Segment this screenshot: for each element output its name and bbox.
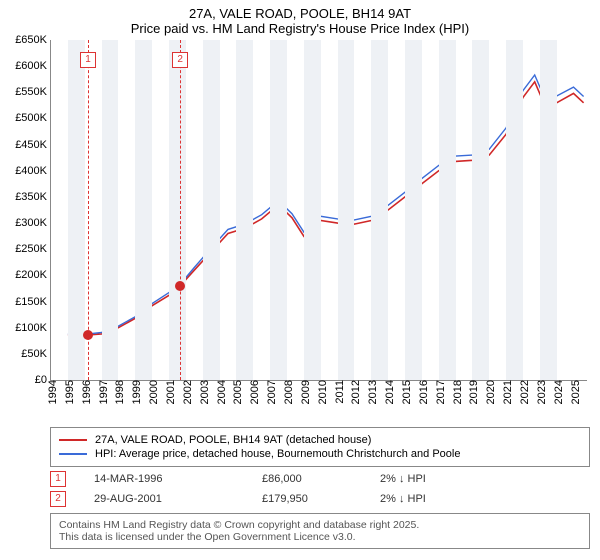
x-tick-label: 2024	[549, 380, 565, 404]
footer-line-2: This data is licensed under the Open Gov…	[59, 531, 581, 543]
event-row: 1 14-MAR-1996 £86,000 2% ↓ HPI	[50, 471, 590, 487]
chart-title: 27A, VALE ROAD, POOLE, BH14 9AT	[0, 0, 600, 21]
x-tick-label: 2025	[566, 380, 582, 404]
x-tick-label: 2023	[532, 380, 548, 404]
x-tick-label: 2007	[262, 380, 278, 404]
x-tick-label: 2020	[481, 380, 497, 404]
y-tick-label: £50K	[21, 348, 51, 360]
legend: 27A, VALE ROAD, POOLE, BH14 9AT (detache…	[50, 427, 590, 467]
x-band	[304, 40, 321, 380]
x-tick-label: 1996	[77, 380, 93, 404]
x-band	[540, 40, 557, 380]
legend-item: HPI: Average price, detached house, Bour…	[59, 447, 581, 461]
y-tick-label: £150K	[15, 296, 51, 308]
x-tick-label: 2003	[195, 380, 211, 404]
event-price: £179,950	[262, 493, 352, 505]
x-tick-label: 2000	[144, 380, 160, 404]
event-row: 2 29-AUG-2001 £179,950 2% ↓ HPI	[50, 491, 590, 507]
x-band	[135, 40, 152, 380]
event-delta: 2% ↓ HPI	[380, 473, 426, 485]
plot-area: £0£50K£100K£150K£200K£250K£300K£350K£400…	[50, 40, 587, 381]
x-tick-label: 1995	[60, 380, 76, 404]
event-list: 1 14-MAR-1996 £86,000 2% ↓ HPI 2 29-AUG-2001 £…	[0, 471, 600, 507]
event-marker-box: 2	[172, 52, 188, 68]
event-dot	[83, 330, 93, 340]
event-date: 29-AUG-2001	[94, 493, 234, 505]
y-tick-label: £350K	[15, 191, 51, 203]
x-band	[405, 40, 422, 380]
event-price: £86,000	[262, 473, 352, 485]
x-tick-label: 2010	[313, 380, 329, 404]
x-tick-label: 2002	[178, 380, 194, 404]
legend-item: 27A, VALE ROAD, POOLE, BH14 9AT (detache…	[59, 433, 581, 447]
legend-swatch	[59, 453, 87, 455]
x-band	[102, 40, 119, 380]
x-tick-label: 2004	[212, 380, 228, 404]
x-tick-label: 2005	[228, 380, 244, 404]
event-vline	[88, 40, 89, 380]
x-tick-label: 2019	[464, 380, 480, 404]
y-tick-label: £400K	[15, 165, 51, 177]
event-delta: 2% ↓ HPI	[380, 493, 426, 505]
chart-container: 27A, VALE ROAD, POOLE, BH14 9AT Price pa…	[0, 0, 600, 549]
y-tick-label: £100K	[15, 322, 51, 334]
x-band	[68, 40, 85, 380]
x-tick-label: 2011	[330, 380, 346, 404]
x-band	[236, 40, 253, 380]
x-tick-label: 2022	[515, 380, 531, 404]
footer-attribution: Contains HM Land Registry data © Crown c…	[50, 513, 590, 549]
x-tick-label: 2009	[296, 380, 312, 404]
x-band	[472, 40, 489, 380]
x-tick-label: 2015	[397, 380, 413, 404]
x-tick-label: 2001	[161, 380, 177, 404]
event-id-box: 1	[50, 471, 66, 487]
event-dot	[175, 281, 185, 291]
y-tick-label: £250K	[15, 243, 51, 255]
x-band	[169, 40, 186, 380]
chart-subtitle: Price paid vs. HM Land Registry's House …	[0, 21, 600, 40]
x-tick-label: 1994	[43, 380, 59, 404]
y-tick-label: £300K	[15, 217, 51, 229]
x-band	[506, 40, 523, 380]
x-tick-label: 2014	[380, 380, 396, 404]
y-tick-label: £650K	[15, 34, 51, 46]
x-tick-label: 1998	[110, 380, 126, 404]
x-tick-label: 2012	[346, 380, 362, 404]
x-tick-label: 2017	[431, 380, 447, 404]
x-tick-label: 1997	[94, 380, 110, 404]
x-tick-label: 1999	[127, 380, 143, 404]
event-marker-box: 1	[80, 52, 96, 68]
event-vline	[180, 40, 181, 380]
x-band	[203, 40, 220, 380]
x-tick-label: 2006	[245, 380, 261, 404]
y-tick-label: £200K	[15, 269, 51, 281]
legend-swatch	[59, 439, 87, 441]
x-band	[371, 40, 388, 380]
x-tick-label: 2013	[363, 380, 379, 404]
y-tick-label: £600K	[15, 60, 51, 72]
x-band	[338, 40, 355, 380]
event-id-box: 2	[50, 491, 66, 507]
x-tick-label: 2016	[414, 380, 430, 404]
x-tick-label: 2021	[498, 380, 514, 404]
y-tick-label: £500K	[15, 112, 51, 124]
x-band	[270, 40, 287, 380]
y-tick-label: £550K	[15, 86, 51, 98]
footer-line-1: Contains HM Land Registry data © Crown c…	[59, 519, 581, 531]
legend-label: 27A, VALE ROAD, POOLE, BH14 9AT (detache…	[95, 434, 371, 446]
y-tick-label: £450K	[15, 139, 51, 151]
x-tick-label: 2008	[279, 380, 295, 404]
event-date: 14-MAR-1996	[94, 473, 234, 485]
x-band	[439, 40, 456, 380]
x-tick-label: 2018	[448, 380, 464, 404]
legend-label: HPI: Average price, detached house, Bour…	[95, 448, 460, 460]
